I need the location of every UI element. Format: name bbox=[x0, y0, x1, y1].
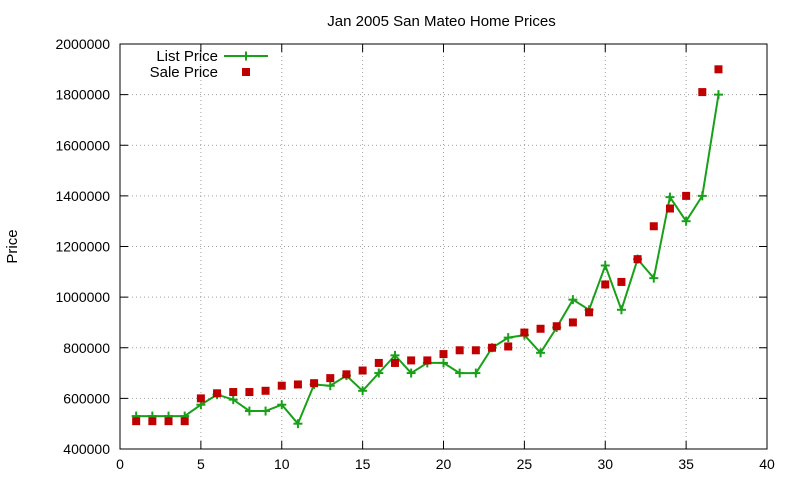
y-axis-label: Price bbox=[4, 229, 21, 263]
y-tick-label: 1800000 bbox=[55, 87, 110, 103]
list-price-point bbox=[600, 260, 610, 270]
x-tick-label: 0 bbox=[116, 456, 124, 472]
sale-price-point bbox=[617, 277, 626, 286]
sale-price-point bbox=[245, 388, 254, 397]
sale-price-point bbox=[342, 370, 351, 379]
y-tick-label: 1600000 bbox=[55, 137, 110, 153]
sale-price-point bbox=[164, 417, 173, 426]
sale-price-point bbox=[180, 417, 189, 426]
sale-price-point bbox=[326, 374, 335, 383]
sale-price-point bbox=[390, 358, 399, 367]
list-price-point bbox=[713, 90, 723, 100]
sale-price-point bbox=[471, 346, 480, 355]
sale-price-point bbox=[358, 366, 367, 375]
list-price-point bbox=[358, 386, 368, 396]
legend-label: Sale Price bbox=[150, 64, 218, 81]
sale-price-point bbox=[585, 308, 594, 317]
sale-price-point bbox=[196, 394, 205, 403]
sale-price-point bbox=[536, 324, 545, 333]
list-price-point bbox=[390, 350, 400, 360]
series-layer bbox=[131, 65, 723, 429]
list-price-point bbox=[455, 368, 465, 378]
x-tick-label: 10 bbox=[274, 456, 290, 472]
chart-title: Jan 2005 San Mateo Home Prices bbox=[327, 13, 555, 30]
list-price-point bbox=[568, 295, 578, 305]
legend-label: List Price bbox=[156, 48, 218, 65]
list-price-point bbox=[616, 305, 626, 315]
y-tick-label: 800000 bbox=[63, 340, 110, 356]
sale-price-point bbox=[633, 255, 642, 264]
list-price-point bbox=[697, 191, 707, 201]
y-tick-label: 400000 bbox=[63, 441, 110, 457]
list-price-point bbox=[406, 368, 416, 378]
list-price-point bbox=[293, 419, 303, 429]
y-tick-label: 1000000 bbox=[55, 289, 110, 305]
sale-price-point bbox=[407, 356, 416, 365]
list-price-point bbox=[536, 348, 546, 358]
x-tick-label: 5 bbox=[197, 456, 205, 472]
sale-price-point bbox=[552, 322, 561, 331]
series-sale-price bbox=[132, 65, 723, 426]
sale-price-point bbox=[568, 318, 577, 327]
sale-price-point bbox=[261, 386, 270, 395]
list-price-point bbox=[681, 216, 691, 226]
list-price-point bbox=[374, 368, 384, 378]
legend-square-sample bbox=[242, 68, 250, 76]
list-price-point bbox=[471, 368, 481, 378]
list-price-point bbox=[439, 358, 448, 368]
list-price-point bbox=[244, 406, 254, 416]
list-price-point bbox=[649, 273, 659, 283]
sale-price-point bbox=[213, 389, 222, 398]
axis-ticks: 0 5 10 15 20 25 30 35 40 400000 600000 800000 100000… bbox=[55, 36, 775, 472]
sale-price-point bbox=[714, 65, 723, 74]
list-price-point bbox=[325, 381, 335, 391]
y-tick-label: 1200000 bbox=[55, 239, 110, 255]
sale-price-point bbox=[698, 88, 707, 97]
sale-price-point bbox=[132, 417, 141, 426]
sale-price-point bbox=[665, 204, 674, 213]
x-tick-label: 30 bbox=[597, 456, 613, 472]
y-tick-label: 1400000 bbox=[55, 188, 110, 204]
sale-price-point bbox=[682, 191, 691, 200]
sale-price-point bbox=[310, 379, 319, 388]
sale-price-point bbox=[649, 222, 658, 231]
list-price-point bbox=[503, 333, 513, 343]
grid-lines bbox=[120, 44, 767, 449]
list-price-point bbox=[261, 406, 271, 416]
sale-price-point bbox=[504, 342, 513, 351]
list-price-point bbox=[277, 400, 287, 410]
x-tick-label: 25 bbox=[517, 456, 533, 472]
sale-price-point bbox=[520, 328, 529, 337]
x-tick-label: 20 bbox=[436, 456, 452, 472]
sale-price-point bbox=[374, 358, 383, 367]
sale-price-point bbox=[455, 346, 464, 355]
sale-price-point bbox=[439, 350, 448, 359]
legend-plus-sample bbox=[241, 51, 251, 61]
list-price-line bbox=[136, 94, 720, 426]
sale-price-point bbox=[148, 417, 157, 426]
x-tick-label: 35 bbox=[678, 456, 694, 472]
sale-price-point bbox=[423, 356, 432, 365]
sale-price-point bbox=[293, 380, 302, 389]
x-tick-label: 40 bbox=[759, 456, 775, 472]
y-tick-label: 2000000 bbox=[55, 36, 110, 52]
sale-price-point bbox=[229, 388, 238, 397]
list-price-point bbox=[665, 192, 675, 202]
list-price-point bbox=[228, 395, 238, 405]
sale-price-point bbox=[601, 280, 610, 289]
sale-price-point bbox=[488, 343, 497, 352]
y-tick-label: 600000 bbox=[63, 390, 110, 406]
sale-price-point bbox=[277, 381, 286, 390]
x-tick-label: 15 bbox=[355, 456, 371, 472]
